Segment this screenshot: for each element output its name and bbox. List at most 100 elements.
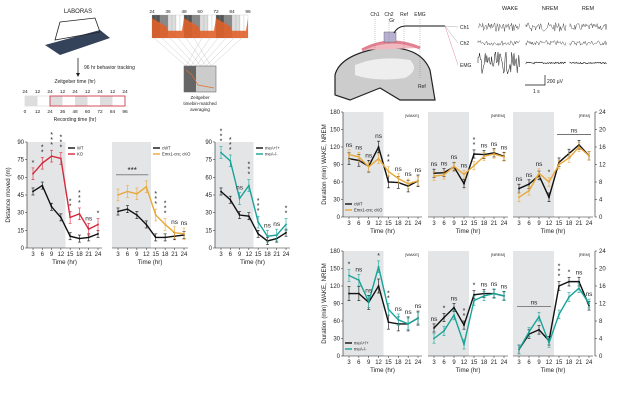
data-point — [50, 205, 53, 208]
fan-line — [161, 37, 192, 67]
data-point — [568, 157, 570, 159]
y-tick-label: 180 — [330, 249, 341, 255]
recording-tick: 60 — [85, 109, 91, 115]
zeitgeber-tick: 24 — [72, 89, 78, 95]
emg-nrem-trace — [525, 61, 567, 65]
x-tick-label: 15 — [67, 252, 74, 258]
y-tick-label-right: 24 — [599, 249, 606, 255]
x-tick-label: 9 — [537, 360, 541, 366]
y-tick-label: 30 — [17, 211, 24, 217]
data-point — [463, 343, 465, 346]
data-point — [518, 196, 520, 199]
x-tick-label: 12 — [461, 221, 468, 227]
series-line-meA+/+ — [518, 280, 590, 350]
significance-label: ns — [491, 281, 499, 288]
y-tick-label: 180 — [330, 110, 341, 116]
data-point — [407, 323, 410, 325]
data-point — [443, 316, 445, 319]
data-point — [578, 287, 580, 290]
dark-phase-shading — [428, 112, 469, 217]
significance-label: * * * — [257, 198, 260, 215]
significance-label: ns — [365, 152, 373, 159]
tracking-label: 96 hr behavior tracking — [84, 65, 135, 71]
fan-line — [200, 37, 227, 67]
data-point — [538, 328, 540, 331]
heatmap-tick: 48 — [181, 9, 187, 15]
x-axis-label: Time (hr) — [240, 259, 265, 266]
fan-line — [205, 37, 235, 67]
dark-phase-shading — [343, 251, 384, 356]
laboras-label: LABORAS — [64, 9, 92, 15]
arrow-head-icon — [76, 73, 80, 77]
data-point — [367, 300, 370, 303]
electrode-gr: Gr — [389, 18, 395, 24]
y-tick-label: 90 — [17, 140, 24, 146]
x-tick-label: 21 — [405, 360, 412, 366]
data-point — [164, 236, 167, 239]
y-tick-label: 45 — [205, 193, 212, 199]
legend-label: meA+/+ — [354, 341, 369, 346]
significance-label: ns — [481, 143, 489, 150]
x-tick-label: 12 — [375, 360, 382, 366]
data-point — [126, 208, 129, 211]
y-tick-label: 75 — [205, 158, 212, 164]
x-tick-label: 18 — [162, 252, 169, 258]
y-tick-label-right: 8 — [599, 319, 603, 325]
significance-label: * * * — [59, 135, 62, 152]
data-point — [417, 317, 419, 319]
series-line-cWT — [117, 208, 185, 239]
significance-label: ns — [171, 219, 179, 226]
y-tick-label: 60 — [333, 180, 340, 186]
dark-phase-block — [75, 96, 88, 106]
y-tick-label-right: 20 — [599, 128, 606, 134]
heatmap-tick: 96 — [245, 9, 251, 15]
x-tick-label: 9 — [537, 221, 541, 227]
series-line-meA-/- — [433, 292, 505, 347]
data-point — [473, 299, 475, 302]
x-tick-label: 18 — [395, 221, 402, 227]
significance-label: ns — [181, 220, 189, 227]
lead-line — [444, 25, 459, 44]
x-tick-label: 12 — [246, 252, 253, 258]
dark-phase-block — [25, 96, 38, 106]
recording-tick: 0 — [24, 109, 27, 115]
significance-label: ns — [481, 282, 489, 289]
zeitgeber-tick: 12 — [110, 89, 116, 95]
data-point — [247, 215, 250, 218]
zeitgeber-tick: 24 — [47, 89, 53, 95]
significance-label: * — [377, 253, 380, 260]
data-point — [145, 223, 148, 226]
chart-panel-4: 3 6 9 12 15 18 21 24 Time (hr) 0 30 60 90 120 150 180 Du… — [321, 110, 422, 235]
x-tick-label: 9 — [50, 252, 54, 258]
data-point — [548, 341, 550, 344]
zeitgeber-tick: 24 — [97, 89, 103, 95]
series-line-meA+/+ — [220, 190, 287, 242]
significance-label: ns — [526, 172, 534, 179]
data-point — [285, 223, 287, 226]
data-point — [417, 179, 419, 182]
y-tick-label: 60 — [333, 319, 340, 325]
significance-label: * * — [387, 291, 390, 303]
electrode-ch2: Ch2 — [384, 12, 393, 18]
y-tick-label: 45 — [17, 193, 24, 199]
state-rem: REM — [582, 6, 595, 12]
series-line-cWT — [518, 143, 590, 200]
x-tick-label: 15 — [385, 360, 392, 366]
significance-label: ns — [264, 222, 272, 229]
y-tick-label: 30 — [333, 337, 340, 343]
significance-label: * * * — [78, 190, 81, 207]
data-point — [463, 324, 465, 326]
x-tick-label: 3 — [432, 221, 436, 227]
significance-label: ns — [355, 266, 363, 273]
x-tick-label: 6 — [442, 221, 446, 227]
y-axis-label: Distance moved (m) — [5, 167, 12, 222]
data-point — [285, 231, 287, 234]
series-line-Emx1-cre; cKO — [433, 153, 505, 177]
fan-line — [177, 37, 202, 67]
data-point — [78, 212, 81, 215]
y-tick-label-right: 16 — [599, 284, 606, 290]
emg-wake-trace — [477, 51, 520, 75]
electrode-emg: EMG — [414, 12, 426, 18]
